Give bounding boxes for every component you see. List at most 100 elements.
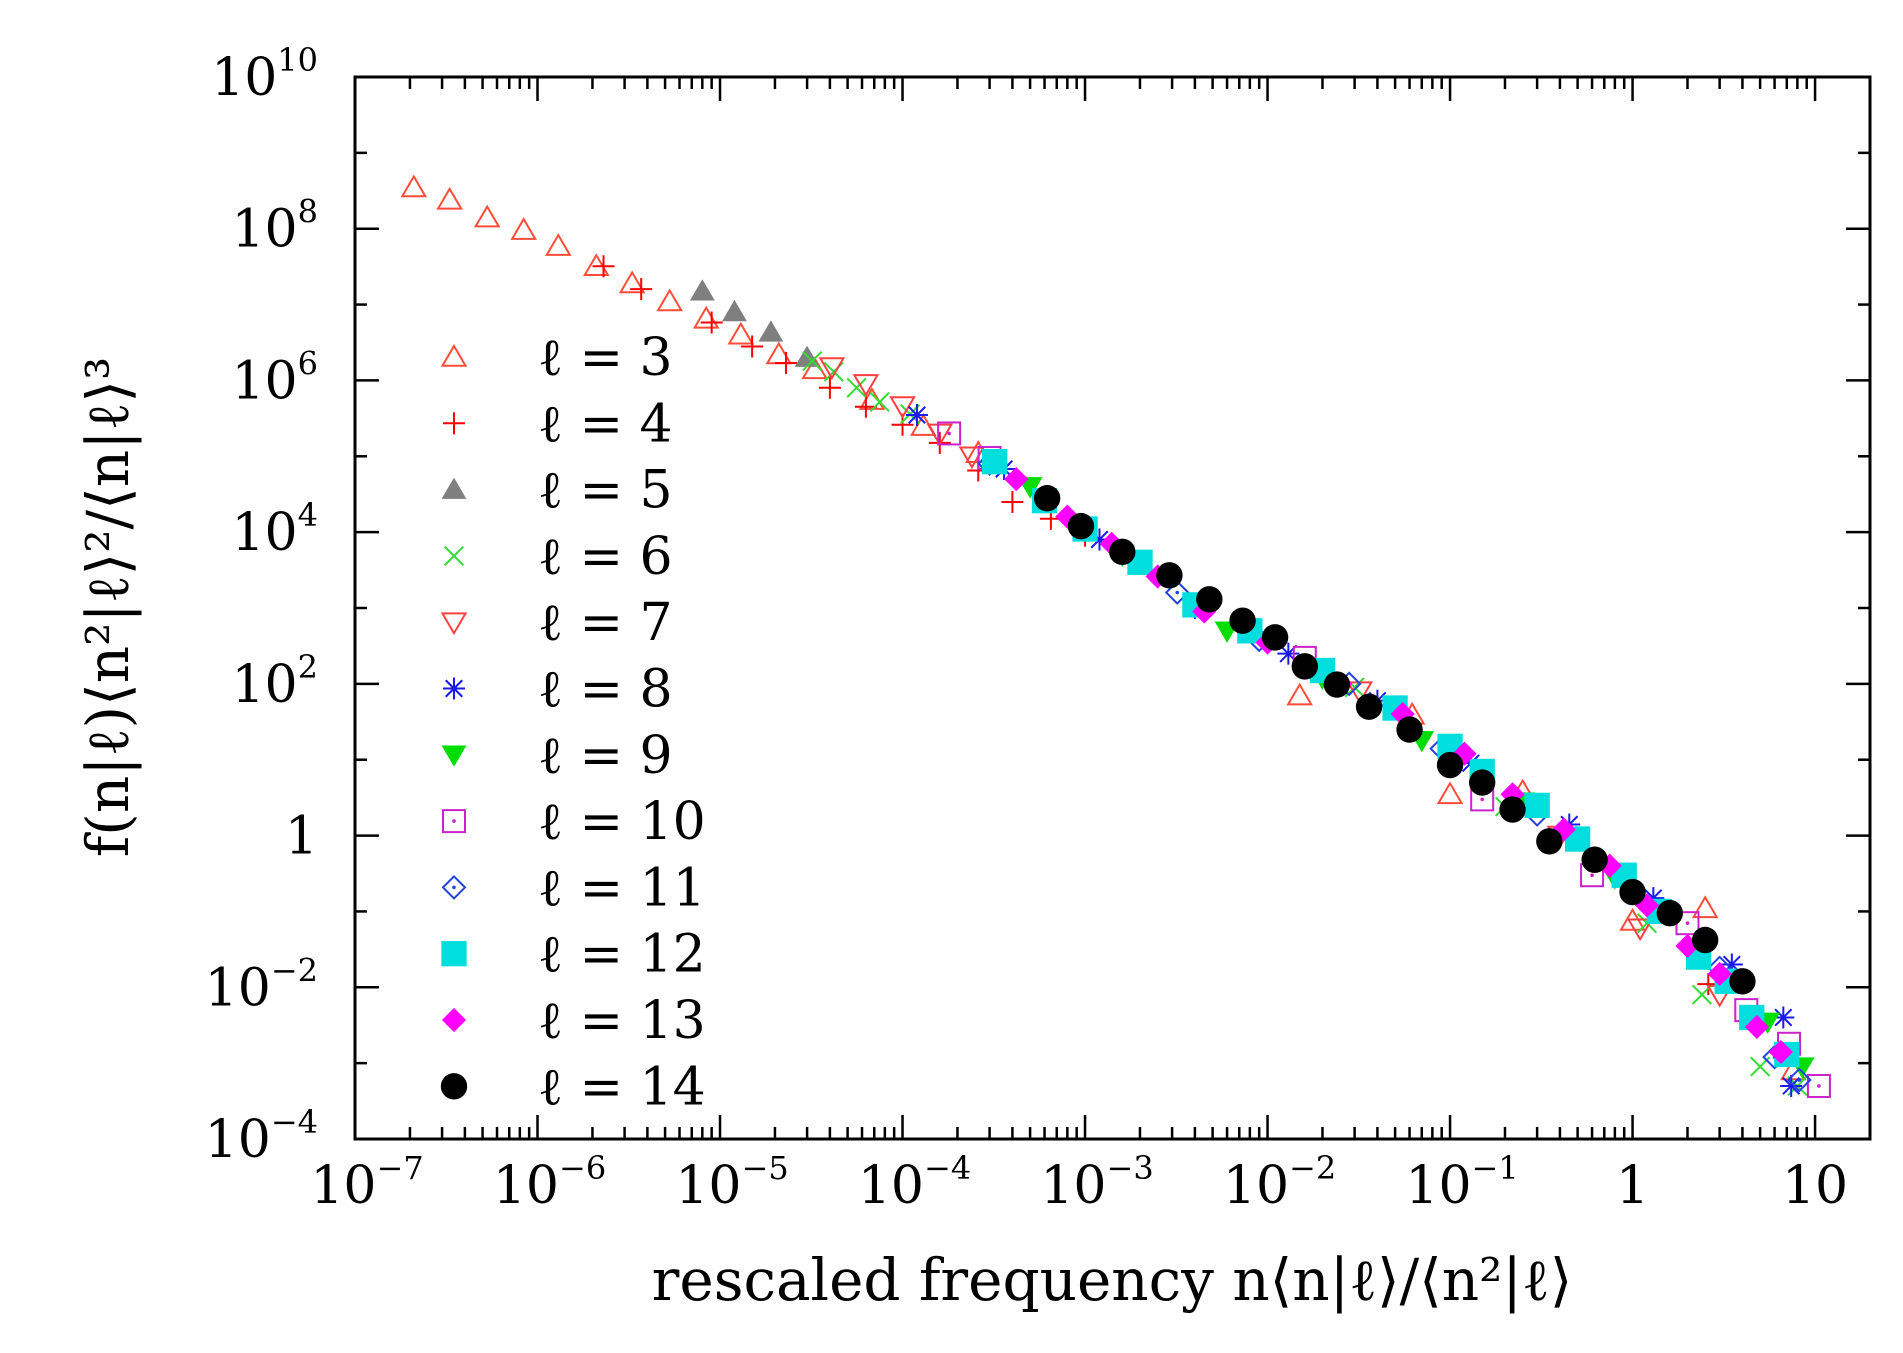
data-point	[1436, 781, 1464, 805]
data-point	[1500, 782, 1525, 807]
data-points	[400, 174, 1831, 1098]
legend: ℓ = 3ℓ = 4ℓ = 5ℓ = 6ℓ = 7ℓ = 8ℓ = 9ℓ = 1…	[440, 328, 706, 1117]
data-point	[982, 448, 1008, 475]
data-point	[1229, 607, 1256, 634]
tick-marks	[353, 75, 1872, 1141]
series-1	[592, 255, 1720, 996]
data-point	[1806, 1073, 1831, 1098]
data-point	[1499, 796, 1526, 823]
legend-marker	[440, 612, 468, 636]
data-point	[1436, 751, 1464, 779]
data-point	[1581, 846, 1608, 873]
x-tick-label: 10−5	[675, 1149, 788, 1216]
data-point	[1323, 671, 1351, 698]
data-point	[818, 376, 841, 399]
data-point	[1196, 586, 1223, 613]
legend-entry: ℓ = 10	[442, 792, 706, 852]
x-axis-title: rescaled frequency n⟨n|ℓ⟩/⟨n²|ℓ⟩	[652, 1246, 1573, 1314]
legend-label: ℓ = 7	[538, 593, 673, 653]
legend-entry: ℓ = 3	[440, 328, 673, 388]
legend-marker	[441, 1007, 467, 1033]
data-point	[656, 288, 683, 312]
y-tick-label: 102	[231, 648, 318, 715]
y-tick-label: 10−4	[205, 1103, 318, 1170]
legend-marker	[440, 1073, 468, 1100]
legend-label: ℓ = 3	[538, 328, 673, 388]
x-tick-label: 10−6	[493, 1149, 606, 1216]
data-point	[592, 255, 615, 278]
x-tick-label: 10	[1782, 1156, 1848, 1216]
y-tick-label: 104	[231, 496, 318, 563]
data-point	[436, 186, 463, 210]
data-point	[1396, 716, 1423, 743]
data-point	[869, 391, 890, 413]
data-point	[1768, 1039, 1794, 1065]
legend-marker	[443, 412, 465, 435]
data-point	[722, 299, 747, 322]
y-tick-label: 1	[285, 807, 318, 867]
data-point	[1109, 538, 1136, 566]
data-point	[1691, 926, 1719, 954]
data-point	[802, 351, 823, 372]
data-point	[1656, 899, 1684, 927]
data-point	[700, 311, 723, 334]
data-point	[545, 233, 572, 256]
data-point	[1707, 961, 1732, 987]
y-tick-label: 1010	[211, 41, 318, 108]
legend-entry: ℓ = 12	[441, 925, 706, 985]
legend-entry: ℓ = 8	[443, 660, 673, 720]
data-point	[1033, 485, 1061, 512]
data-point	[1524, 792, 1550, 819]
x-tick-label: 10−3	[1040, 1149, 1153, 1216]
legend-label: ℓ = 13	[538, 991, 706, 1051]
data-point	[400, 174, 428, 198]
data-point	[1780, 1074, 1803, 1097]
y-tick-labels: 10−4 10−2 1 102 104 106 108 1010	[205, 41, 318, 1170]
legend-label: ℓ = 9	[538, 726, 673, 786]
data-point	[1261, 624, 1289, 651]
y-tick-label: 106	[231, 344, 318, 411]
legend-label: ℓ = 11	[538, 858, 706, 918]
data-point	[1744, 1014, 1769, 1040]
legend-marker	[440, 344, 468, 367]
y-tick-label: 10−2	[205, 951, 318, 1018]
legend-label: ℓ = 12	[538, 925, 706, 985]
legend-label: ℓ = 5	[538, 461, 673, 521]
series-4	[818, 357, 1733, 1008]
legend-entry: ℓ = 9	[441, 726, 673, 786]
data-point	[1551, 817, 1576, 842]
legend-label: ℓ = 6	[538, 527, 673, 587]
legend-marker	[441, 477, 467, 499]
legend-entry: ℓ = 13	[441, 991, 706, 1051]
legend-marker	[443, 545, 465, 566]
x-tick-label: 10−7	[310, 1149, 423, 1216]
data-point	[818, 357, 846, 381]
legend-marker	[441, 745, 467, 767]
data-point	[1067, 512, 1095, 540]
series-3	[802, 351, 1808, 1097]
legend-entry: ℓ = 4	[443, 394, 673, 454]
data-point	[1291, 653, 1318, 680]
legend-marker	[443, 677, 465, 700]
legend-label: ℓ = 14	[538, 1057, 706, 1117]
data-point	[689, 279, 715, 301]
y-tick-label: 108	[231, 193, 318, 260]
data-point	[1468, 769, 1496, 796]
data-point	[926, 423, 954, 447]
data-point	[1156, 562, 1183, 589]
x-tick-label: 10−1	[1405, 1149, 1518, 1216]
legend-marker	[441, 874, 467, 900]
data-point	[852, 374, 880, 397]
data-point	[510, 217, 537, 240]
data-point	[1355, 693, 1383, 720]
legend-entry: ℓ = 5	[441, 461, 673, 521]
data-point	[775, 351, 798, 374]
series-8	[977, 451, 1812, 1093]
x-tick-label: 10−4	[858, 1149, 971, 1216]
legend-label: ℓ = 4	[538, 394, 673, 454]
legend-label: ℓ = 10	[538, 792, 706, 852]
data-point	[1004, 467, 1029, 492]
data-point	[846, 377, 867, 398]
legend-entry: ℓ = 7	[440, 593, 673, 653]
